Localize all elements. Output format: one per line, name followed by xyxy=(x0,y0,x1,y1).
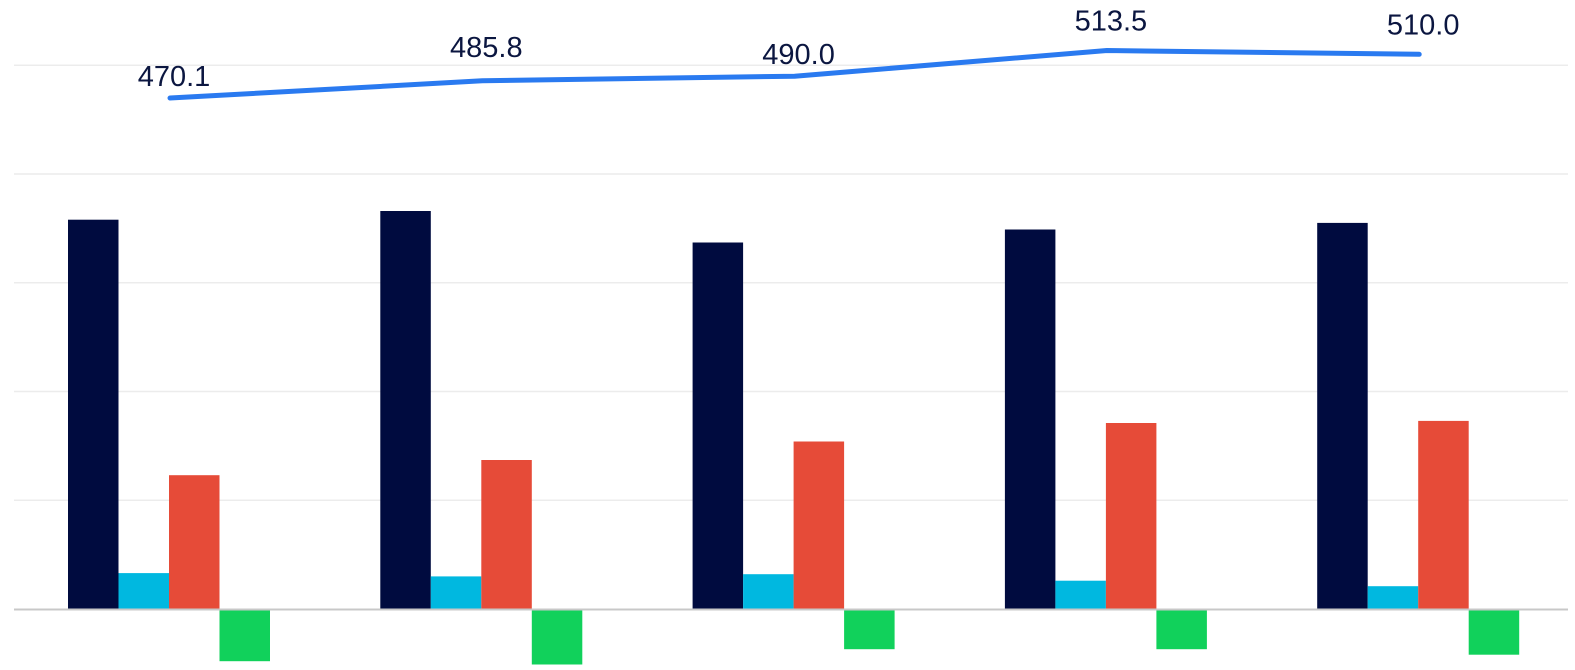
bar-series-2-category-2 xyxy=(430,576,482,609)
bar-series-3-category-5 xyxy=(1418,420,1469,609)
line-data-label-4: 513.5 xyxy=(1075,6,1148,38)
bar-series-4-category-2 xyxy=(531,609,583,665)
line-data-label-3: 490.0 xyxy=(762,39,835,71)
bar-series-2-category-5 xyxy=(1367,586,1419,609)
line-series xyxy=(167,48,1422,101)
bar-series-1-category-4 xyxy=(1004,229,1056,609)
gridlines xyxy=(14,64,1568,501)
bar-series-3-category-3 xyxy=(793,441,845,609)
bar-series-2-category-1 xyxy=(118,573,169,609)
line-data-label-5: 510.0 xyxy=(1387,9,1460,41)
bar-series-1-category-1 xyxy=(68,219,119,609)
bar-series-1-category-3 xyxy=(692,242,744,609)
bar-series-4-category-5 xyxy=(1468,609,1520,655)
bar-series-4-category-4 xyxy=(1156,609,1207,650)
line-data-label-2: 485.8 xyxy=(450,32,523,64)
line-data-labels: 470.1 485.8 490.0 513.5 510.0 xyxy=(138,6,1460,94)
bar-series xyxy=(68,211,1520,665)
bar-series-2-category-3 xyxy=(743,574,794,609)
line-series-path xyxy=(167,48,1422,101)
bar-series-3-category-4 xyxy=(1105,423,1157,609)
line-data-label-1: 470.1 xyxy=(138,61,211,93)
bar-series-3-category-1 xyxy=(169,475,220,609)
bar-series-1-category-5 xyxy=(1317,222,1368,609)
bar-series-4-category-3 xyxy=(844,609,895,650)
bar-series-2-category-4 xyxy=(1055,580,1106,609)
bar-series-1-category-2 xyxy=(380,211,431,609)
bar-series-4-category-1 xyxy=(219,609,270,662)
bar-series-3-category-2 xyxy=(481,460,532,609)
